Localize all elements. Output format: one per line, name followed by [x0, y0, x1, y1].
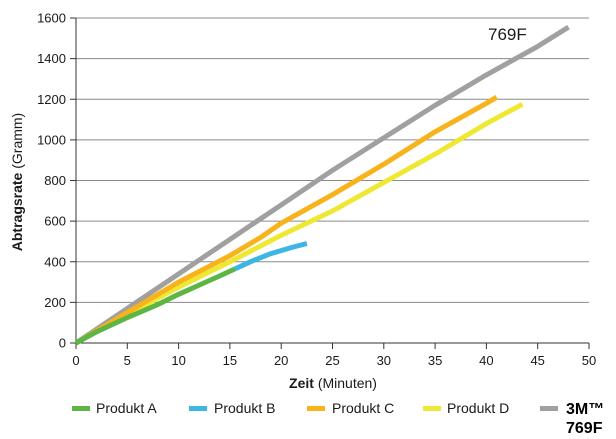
legend-label-3m-769f-line2: 769F: [566, 420, 603, 437]
x-tick-label: 45: [530, 353, 544, 368]
legend-item-produkt-a: Produkt A: [72, 400, 157, 416]
x-tick-label: 5: [124, 353, 131, 368]
legend-item-produkt-c: Produkt C: [307, 400, 394, 416]
y-tick-label: 800: [44, 173, 66, 188]
x-tick-label: 25: [325, 353, 339, 368]
axes: [70, 17, 590, 349]
legend-item-produkt-d: Produkt D: [423, 400, 509, 416]
x-tick-label: 0: [72, 353, 79, 368]
legend-swatch-produkt-c: [307, 406, 325, 411]
x-axis-title: Zeit (Minuten): [289, 375, 377, 391]
y-tick-label: 200: [44, 295, 66, 310]
legend-item-produkt-b: Produkt B: [189, 400, 275, 416]
series-line-produkt-a: [74, 266, 237, 346]
legend-swatch-produkt-b: [189, 406, 207, 411]
y-tick-label: 400: [44, 254, 66, 269]
y-tick-label: 1000: [37, 132, 66, 147]
series-line-produkt-b: [233, 241, 308, 272]
x-tick-label: 15: [223, 353, 237, 368]
y-axis-title-bold: Abtragsrate: [9, 172, 25, 251]
legend-swatch-3m-769f: [540, 406, 558, 411]
legend-item-3m-769f: 3M™ 769F: [540, 401, 604, 437]
legend-label-produkt-a: Produkt A: [96, 400, 157, 416]
x-tick-label: 40: [479, 353, 493, 368]
y-axis-title: Abtragsrate (Gramm): [9, 113, 25, 251]
y-axis-title-rest: (Gramm): [9, 113, 25, 169]
series-line-series-4: [74, 24, 570, 346]
legend-label-produkt-d: Produkt D: [447, 400, 509, 416]
legend-label-3m-769f-line1: 3M™: [566, 401, 604, 418]
legend-swatch-produkt-d: [423, 406, 441, 411]
x-axis-title-bold: Zeit: [289, 375, 314, 391]
series-line-produkt-d: [74, 102, 524, 346]
series-line-produkt-c: [74, 95, 498, 346]
y-tick-label: 1400: [37, 51, 66, 66]
legend-label-produkt-c: Produkt C: [332, 400, 394, 416]
y-tick-label: 0: [59, 336, 66, 351]
tick-labels: 0 200 400 600 800 1000 1200 1400 1600 0 5 10 15 20 25 3…: [37, 11, 596, 369]
legend-swatch-produkt-a: [72, 406, 90, 411]
legend-label-produkt-b: Produkt B: [214, 400, 275, 416]
chart-annotation: 769F: [488, 25, 527, 44]
legend: Produkt A Produkt B Produkt C Produkt D …: [72, 400, 604, 437]
y-tick-label: 1200: [37, 92, 66, 107]
x-tick-label: 20: [274, 353, 288, 368]
y-tick-label: 600: [44, 214, 66, 229]
x-tick-label: 35: [428, 353, 442, 368]
grid: [76, 17, 589, 303]
x-tick-label: 10: [171, 353, 185, 368]
x-tick-label: 50: [582, 353, 596, 368]
y-tick-label: 1600: [37, 11, 66, 26]
x-axis-title-rest: (Minuten): [318, 375, 377, 391]
series-lines: [74, 24, 570, 346]
x-tick-label: 30: [377, 353, 391, 368]
